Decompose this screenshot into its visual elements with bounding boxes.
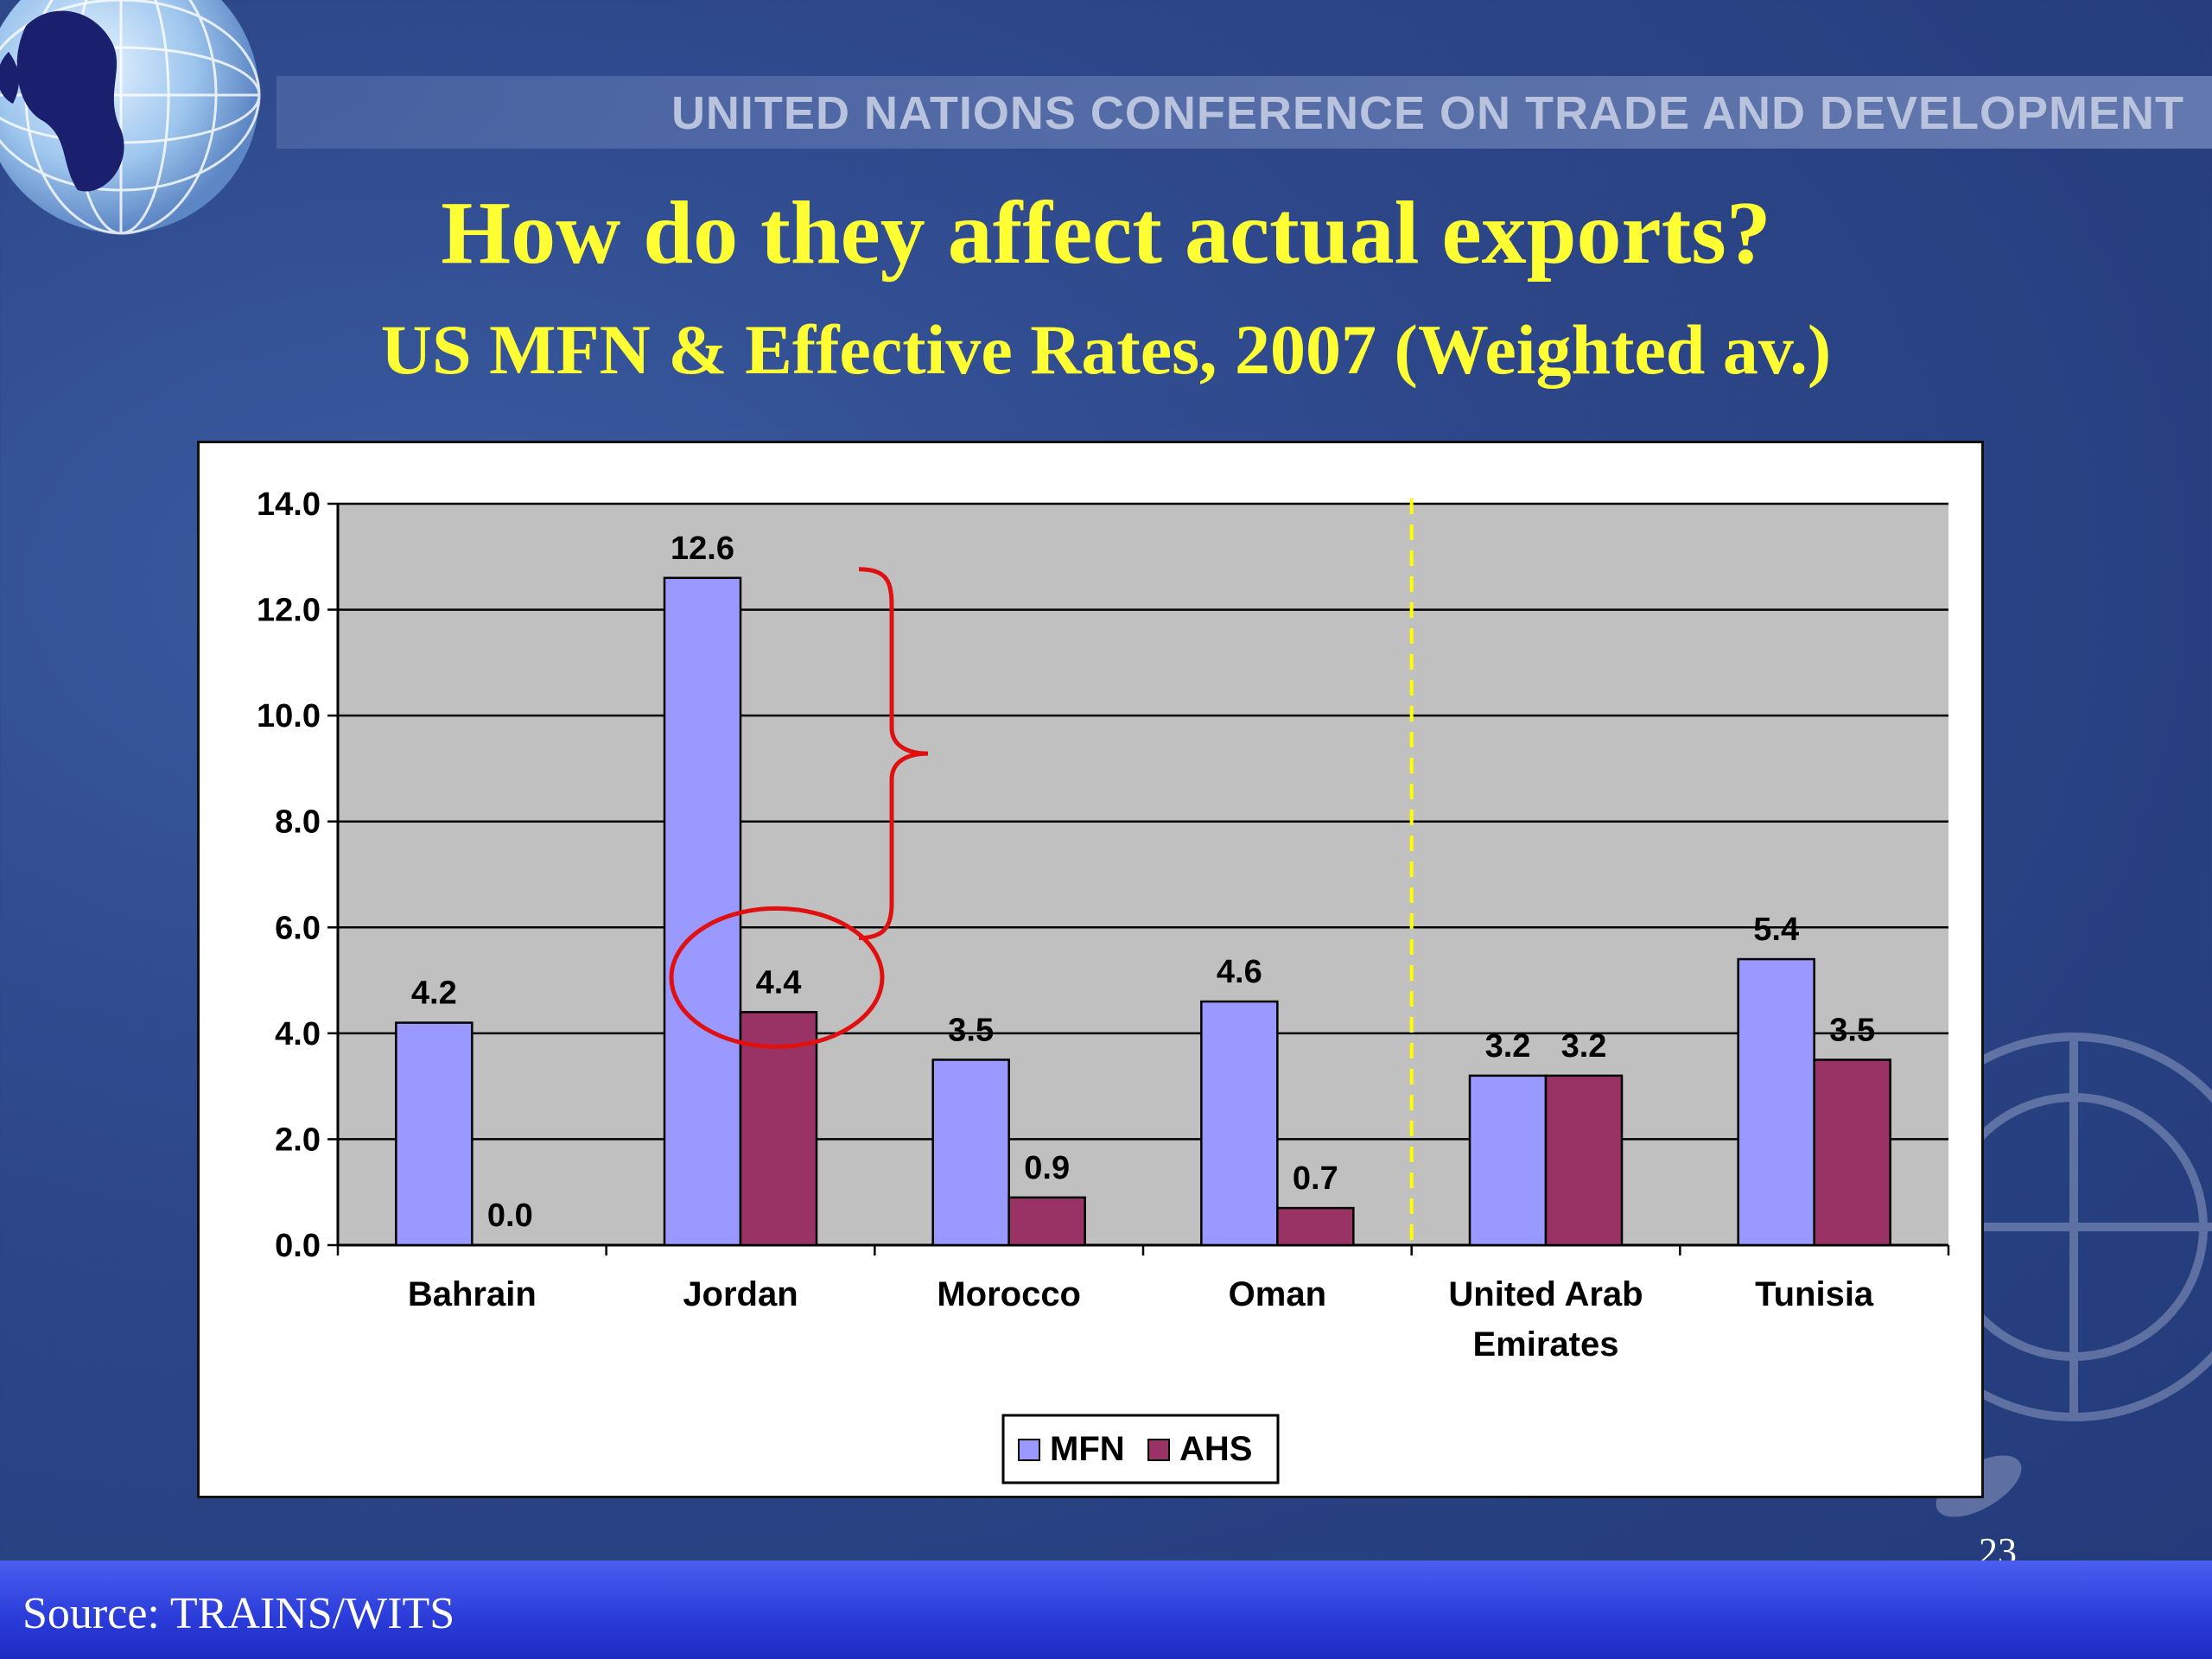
bar-mfn-united-arab-emirates: [1468, 1074, 1548, 1247]
y-tick-label: 2.0: [275, 1122, 321, 1158]
data-label-ahs: 0.7: [1293, 1160, 1338, 1197]
circle-annotation: [669, 906, 885, 1049]
data-label-mfn: 4.6: [1217, 954, 1262, 990]
brace-annotation: [858, 567, 929, 941]
data-label-mfn: 4.2: [411, 976, 457, 1012]
plot-area: [338, 504, 1948, 1245]
data-label-ahs: 0.0: [487, 1198, 533, 1234]
data-label-ahs: 3.5: [1829, 1013, 1875, 1049]
legend-swatch-ahs: [1147, 1439, 1170, 1461]
y-tick-label: 8.0: [275, 804, 321, 841]
data-label-mfn: 12.6: [671, 531, 734, 567]
bar-chart: 0.0 2.0 4.0 6.0 8.0 10.0 12.0 14.0 4.2 12.6 3.5 4.6…: [257, 486, 1950, 1484]
data-label-ahs: 0.9: [1024, 1150, 1070, 1186]
source-note: Source: TRAINS/WITS: [22, 1589, 455, 1638]
bar-ahs-morocco: [1007, 1196, 1086, 1247]
slide-subtitle: US MFN & Effective Rates, 2007 (Weighted…: [380, 310, 1832, 389]
organization-banner: UNITED NATIONS CONFERENCE ON TRADE AND D…: [276, 76, 2212, 149]
bar-mfn-morocco: [931, 1058, 1010, 1247]
footer-bar: Source: TRAINS/WITS: [0, 1560, 2212, 1659]
legend-label-mfn: MFN: [1050, 1430, 1125, 1468]
y-tick-label: 12.0: [257, 593, 321, 629]
bar-ahs-jordan: [739, 1011, 818, 1247]
x-category-label: Oman: [1229, 1275, 1326, 1313]
data-label-mfn: 3.5: [948, 1013, 994, 1049]
bar-ahs-tunisia: [1813, 1058, 1891, 1247]
data-label-ahs: 3.2: [1561, 1028, 1607, 1065]
data-label-mfn: 5.4: [1753, 912, 1799, 948]
legend-swatch-mfn: [1018, 1439, 1040, 1461]
organization-name: UNITED NATIONS CONFERENCE ON TRADE AND D…: [671, 87, 2184, 139]
x-category-label: United Arab: [1448, 1275, 1643, 1313]
bar-mfn-jordan: [663, 576, 742, 1247]
legend-box: [1001, 1414, 1280, 1484]
x-category-label: Jordan: [683, 1275, 798, 1313]
data-label-mfn: 3.2: [1485, 1028, 1531, 1065]
globe-logo-icon: [0, 0, 261, 235]
x-category-label: Emirates: [1473, 1325, 1619, 1363]
y-tick-label: 6.0: [275, 910, 321, 946]
chart-container: 0.0 2.0 4.0 6.0 8.0 10.0 12.0 14.0 4.2 12.6 3.5 4.6…: [197, 441, 1984, 1498]
bar-ahs-oman: [1276, 1206, 1355, 1247]
x-category-label: Morocco: [937, 1275, 1081, 1313]
data-label-ahs: 4.4: [756, 964, 802, 1001]
x-category-label: Tunisia: [1755, 1275, 1874, 1313]
y-tick-label: 10.0: [257, 698, 321, 734]
legend-label-ahs: AHS: [1179, 1430, 1252, 1468]
slide-title: How do they affect actual exports?: [441, 183, 1771, 283]
bar-mfn-oman: [1200, 1000, 1279, 1247]
y-tick-label: 14.0: [257, 486, 321, 523]
x-category-label: Bahrain: [408, 1275, 537, 1313]
y-tick-label: 0.0: [275, 1228, 321, 1264]
bar-ahs-united-arab-emirates: [1544, 1074, 1624, 1247]
bar-mfn-tunisia: [1737, 957, 1815, 1247]
y-tick-label: 4.0: [275, 1016, 321, 1052]
bar-mfn-bahrain: [395, 1021, 474, 1247]
